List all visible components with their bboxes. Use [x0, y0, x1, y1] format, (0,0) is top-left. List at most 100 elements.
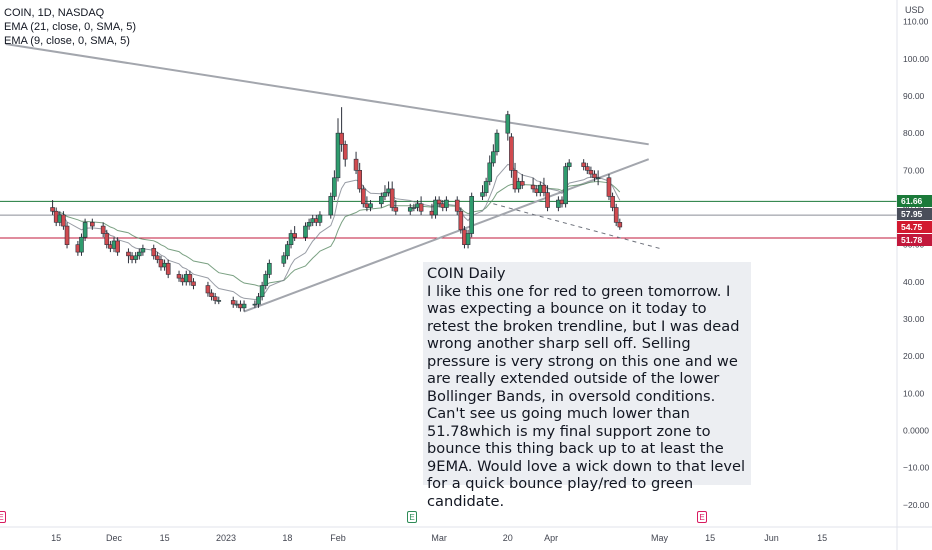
- candle-body: [494, 132, 500, 153]
- candle-body: [541, 184, 547, 193]
- price-tick-label: 70.00: [903, 165, 925, 175]
- candle-body: [393, 207, 399, 212]
- candle-body: [115, 240, 120, 253]
- candle-body: [155, 255, 160, 260]
- candle-body: [256, 296, 261, 305]
- candle-body: [566, 162, 572, 167]
- time-tick-label: 20: [503, 533, 513, 543]
- earnings-event-icon[interactable]: E: [407, 511, 417, 523]
- earnings-event-icon[interactable]: E: [0, 511, 6, 523]
- candle-body: [530, 184, 536, 190]
- time-tick-label: Jun: [764, 533, 779, 543]
- candle-body: [382, 192, 388, 197]
- candle-body: [64, 225, 70, 245]
- candle-body: [191, 281, 196, 286]
- candle-body: [357, 170, 362, 190]
- price-label-value: 57.95: [901, 209, 923, 219]
- earnings-event-icon[interactable]: E: [697, 511, 707, 523]
- candle-body: [104, 233, 110, 245]
- price-label-badge: [897, 234, 932, 246]
- price-tick-label: 60.00: [903, 203, 925, 213]
- candle-body: [136, 251, 142, 257]
- candle-body: [292, 233, 297, 238]
- candle-body: [519, 181, 525, 186]
- time-tick-label: 15: [51, 533, 61, 543]
- note-title: COIN Daily: [427, 265, 506, 282]
- price-label-badge: [897, 221, 932, 233]
- candle-body: [469, 196, 474, 234]
- price-tick-label: 90.00: [903, 91, 925, 101]
- candle-body: [90, 222, 95, 227]
- candle-body: [389, 188, 395, 208]
- candle-body: [259, 285, 265, 297]
- candle-body: [100, 225, 106, 234]
- price-tick-label: 110.00: [903, 17, 929, 27]
- time-tick-label: 18: [282, 533, 292, 543]
- candle-body: [288, 233, 294, 245]
- chart-legend: COIN, 1D, NASDAQ EMA (21, close, 0, SMA,…: [4, 6, 136, 48]
- legend-ema21[interactable]: EMA (21, close, 0, SMA, 5): [4, 21, 137, 33]
- time-tick-label: 2023: [216, 533, 236, 543]
- candle-body: [216, 300, 222, 302]
- price-tick-label: 0.0000: [903, 426, 929, 436]
- candle-body: [267, 262, 272, 275]
- price-labels: 61.66 57.95 54.75 51.78: [897, 195, 932, 246]
- candle-body: [509, 136, 514, 171]
- candle-body: [79, 236, 84, 253]
- text-note[interactable]: COIN Daily I like this one for red to gr…: [423, 262, 751, 510]
- legend-ema9[interactable]: EMA (9, close, 0, SMA, 5): [4, 35, 130, 47]
- candle-body: [353, 158, 359, 171]
- candle-body: [581, 162, 586, 167]
- candle-body: [50, 207, 55, 212]
- candle-body: [563, 166, 568, 205]
- candle-body: [285, 244, 290, 257]
- candle-body: [176, 274, 182, 279]
- price-tick-label: 80.00: [903, 128, 925, 138]
- time-tick-label: May: [651, 533, 669, 543]
- time-tick-label: Mar: [431, 533, 447, 543]
- trendline: [5, 42, 649, 146]
- time-tick-label: 15: [160, 533, 170, 543]
- candle-body: [592, 173, 597, 179]
- candle-body: [458, 210, 464, 231]
- candle-body: [230, 300, 236, 305]
- candle-body: [187, 274, 193, 283]
- candle-body: [505, 114, 511, 134]
- candle-body: [606, 177, 612, 197]
- price-axis[interactable]: 110.00100.0090.0080.0070.0060.0050.0040.…: [903, 17, 930, 510]
- time-axis[interactable]: 15 Dec 15 2023 18 Feb Mar 20 Apr May 15 Jun 15: [51, 533, 827, 543]
- price-tick-label: 100.00: [903, 54, 929, 64]
- candle-body: [588, 170, 594, 175]
- candle-body: [303, 225, 308, 238]
- candle-body: [263, 274, 269, 286]
- candle-body: [512, 170, 518, 190]
- price-tick-label: 10.00: [903, 388, 925, 398]
- legend-symbol[interactable]: COIN, 1D, NASDAQ: [4, 7, 105, 19]
- candle-body: [465, 233, 471, 245]
- candle-body: [151, 248, 157, 257]
- price-label-value: 51.78: [901, 235, 923, 245]
- price-unit-label: USD: [905, 5, 925, 15]
- candle-body: [335, 132, 341, 179]
- time-tick-label: 15: [705, 533, 715, 543]
- note-body: I like this one for red to green tomorro…: [427, 282, 746, 510]
- candles: [50, 107, 623, 312]
- candle-body: [483, 181, 489, 193]
- price-label-badge: [897, 195, 932, 207]
- candle-body: [339, 132, 344, 145]
- candle-body: [241, 303, 247, 309]
- price-label-badge: [897, 208, 932, 220]
- candle-body: [613, 207, 619, 223]
- candle-body: [133, 255, 138, 260]
- candle-body: [617, 222, 623, 228]
- candle-body: [332, 177, 337, 197]
- candle-body: [205, 285, 211, 294]
- candle-body: [411, 207, 417, 209]
- candle-body: [418, 203, 424, 212]
- candle-body: [491, 151, 496, 164]
- price-label-value: 54.75: [901, 222, 923, 232]
- candle-body: [480, 192, 485, 197]
- candle-body: [165, 262, 171, 275]
- candle-body: [360, 188, 366, 205]
